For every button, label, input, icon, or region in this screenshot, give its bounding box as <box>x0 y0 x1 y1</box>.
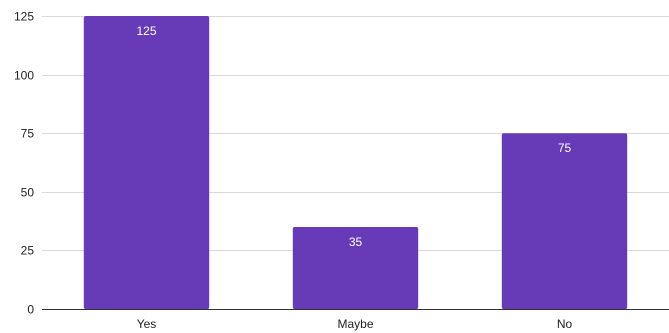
data-label-maybe: 35 <box>349 235 363 249</box>
x-tick-label-maybe: Maybe <box>337 317 373 331</box>
data-label-yes: 125 <box>136 24 156 38</box>
x-tick-label-yes: Yes <box>137 317 157 331</box>
y-tick-label: 125 <box>14 10 34 24</box>
y-tick-label: 25 <box>21 244 35 258</box>
x-axis-tick-labels: Yes Maybe No <box>137 317 573 331</box>
y-tick-label: 50 <box>21 186 35 200</box>
y-axis-tick-labels: 0 25 50 75 100 125 <box>14 10 34 317</box>
data-label-no: 75 <box>558 141 572 155</box>
bar-no <box>501 133 628 309</box>
y-tick-label: 75 <box>21 127 35 141</box>
y-tick-label: 100 <box>14 69 34 83</box>
data-labels: 125 35 75 <box>136 24 571 249</box>
bars <box>83 16 628 309</box>
y-tick-label: 0 <box>27 303 34 317</box>
bar-yes <box>83 16 210 309</box>
bar-maybe <box>292 227 419 309</box>
x-tick-label-no: No <box>557 317 573 331</box>
